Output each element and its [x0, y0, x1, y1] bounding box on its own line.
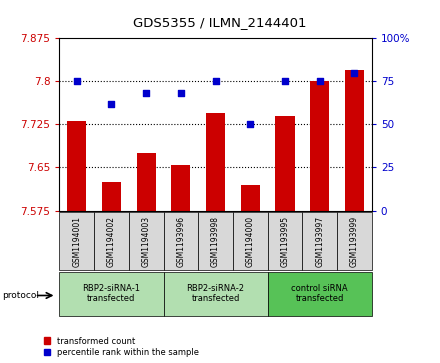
Bar	[275, 116, 294, 211]
Bar	[94, 212, 129, 270]
Bar	[268, 272, 372, 316]
Point	[177, 90, 184, 96]
Bar	[241, 185, 260, 211]
Bar	[59, 212, 94, 270]
Point	[73, 78, 80, 84]
Bar	[164, 272, 268, 316]
Bar	[302, 212, 337, 270]
Point	[108, 101, 115, 106]
Bar	[102, 182, 121, 211]
Point	[212, 78, 219, 84]
Text: GSM1194001: GSM1194001	[72, 216, 81, 266]
Point	[143, 90, 150, 96]
Text: GSM1193996: GSM1193996	[176, 216, 185, 266]
Text: GSM1193999: GSM1193999	[350, 216, 359, 266]
Point	[282, 78, 289, 84]
Legend: transformed count, percentile rank within the sample: transformed count, percentile rank withi…	[44, 337, 199, 357]
Bar	[59, 272, 164, 316]
Text: RBP2-siRNA-2
transfected: RBP2-siRNA-2 transfected	[187, 284, 245, 303]
Text: control siRNA
transfected: control siRNA transfected	[291, 284, 348, 303]
Bar	[164, 212, 198, 270]
Bar	[345, 70, 364, 211]
Point	[316, 78, 323, 84]
Bar	[198, 212, 233, 270]
Bar	[137, 153, 156, 211]
Text: GSM1193997: GSM1193997	[315, 216, 324, 266]
Text: GDS5355 / ILMN_2144401: GDS5355 / ILMN_2144401	[133, 16, 307, 29]
Text: GSM1194002: GSM1194002	[107, 216, 116, 266]
Point	[351, 70, 358, 76]
Bar	[310, 81, 329, 211]
Bar	[171, 164, 191, 211]
Text: GSM1193995: GSM1193995	[281, 216, 290, 266]
Text: GSM1194003: GSM1194003	[142, 216, 150, 266]
Bar	[206, 113, 225, 211]
Bar	[337, 212, 372, 270]
Point	[247, 122, 254, 127]
Text: GSM1193998: GSM1193998	[211, 216, 220, 266]
Text: protocol: protocol	[2, 291, 39, 300]
Text: RBP2-siRNA-1
transfected: RBP2-siRNA-1 transfected	[82, 284, 140, 303]
Bar	[268, 212, 302, 270]
Bar	[233, 212, 268, 270]
Bar	[129, 212, 164, 270]
Text: GSM1194000: GSM1194000	[246, 216, 255, 266]
Bar	[67, 122, 86, 211]
